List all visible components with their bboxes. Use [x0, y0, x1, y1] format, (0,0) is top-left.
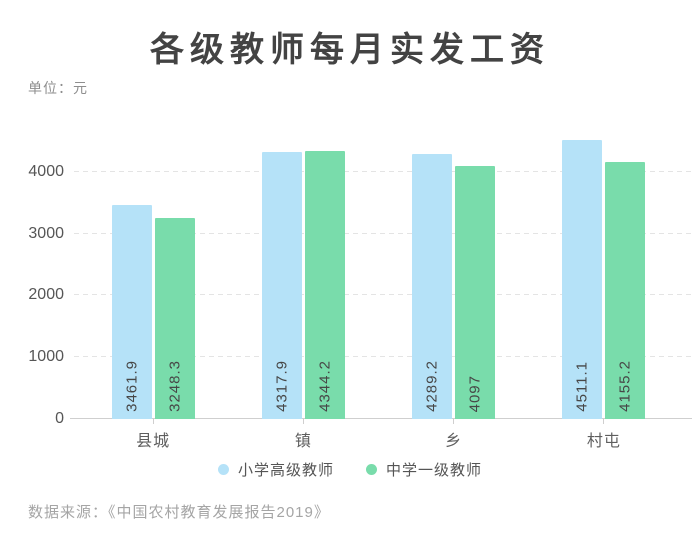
- x-tick-label-乡: 乡: [445, 433, 463, 450]
- bar-group-村屯: 4511.1 4155.2: [529, 115, 679, 419]
- bar-value-label: 4289.2: [423, 360, 441, 412]
- bar-小学高级教师-镇: 4317.9: [261, 152, 302, 419]
- x-tick-label-村屯: 村屯: [586, 433, 621, 450]
- data-source-note: 数据来源：《中国农村教育发展报告2019》: [28, 504, 330, 521]
- x-axis-tick: [152, 419, 154, 424]
- legend-dot-icon: [366, 464, 377, 475]
- x-tick-label-镇: 镇: [294, 433, 312, 450]
- bar-group-镇: 4317.9 4344.2: [228, 115, 378, 419]
- x-axis-tick: [302, 419, 304, 424]
- bar-value-label: 3248.3: [166, 360, 184, 412]
- x-tick-label-县城: 县城: [136, 433, 171, 450]
- x-axis-tick: [603, 419, 605, 424]
- y-tick-label-2000: 2000: [28, 286, 64, 304]
- bar-小学高级教师-县城: 3461.9: [111, 205, 152, 419]
- legend-label: 中学一级教师: [386, 462, 483, 479]
- bar-中学一级教师-村屯: 4155.2: [605, 162, 646, 419]
- y-axis-labels: 0 1000 2000 3000 4000: [22, 115, 64, 427]
- bar-小学高级教师-村屯: 4511.1: [562, 140, 603, 419]
- y-tick-label-0: 0: [55, 410, 64, 427]
- legend-label: 小学高级教师: [237, 462, 334, 479]
- bar-value-label: 4097: [466, 374, 484, 412]
- y-tick-label-1000: 1000: [28, 348, 64, 366]
- legend: 小学高级教师 中学一级教师: [0, 459, 700, 480]
- legend-item-中学一级教师: 中学一级教师: [366, 459, 482, 480]
- x-axis-tick: [453, 419, 455, 424]
- unit-label: 单位：元: [28, 80, 88, 96]
- bar-group-乡: 4289.2 4097: [379, 115, 529, 419]
- bar-group-县城: 3461.9 3248.3: [78, 115, 228, 419]
- bar-value-label: 4511.1: [573, 361, 591, 412]
- bar-value-label: 4317.9: [273, 360, 291, 412]
- chart-title: 各级教师每月实发工资: [150, 31, 550, 69]
- legend-item-小学高级教师: 小学高级教师: [217, 459, 334, 480]
- bars-layer: 3461.9 3248.3 4317.9 4344.2 4289.2 4097 4511.1…: [78, 115, 679, 424]
- bar-小学高级教师-乡: 4289.2: [412, 153, 453, 419]
- y-tick-label-4000: 4000: [28, 162, 64, 180]
- bar-中学一级教师-镇: 4344.2: [304, 150, 345, 419]
- bar-中学一级教师-县城: 3248.3: [154, 218, 195, 419]
- plot-area: 0 1000 2000 3000 4000 3461.9 3248.3 4317.9 4344…: [28, 115, 692, 427]
- bar-value-label: 4155.2: [616, 360, 634, 412]
- bar-中学一级教师-乡: 4097: [455, 165, 496, 419]
- gridline-3000: [74, 232, 692, 234]
- x-axis-line: [70, 418, 692, 419]
- gridline-2000: [74, 294, 692, 296]
- gridline-1000: [74, 356, 692, 358]
- legend-dot-icon: [217, 464, 229, 475]
- bar-value-label: 4344.2: [316, 360, 334, 412]
- bar-value-label: 3461.9: [123, 360, 141, 412]
- x-axis-labels: 县城 镇 乡 村屯: [78, 427, 679, 451]
- y-tick-label-3000: 3000: [28, 224, 64, 242]
- gridline-4000: [74, 170, 692, 172]
